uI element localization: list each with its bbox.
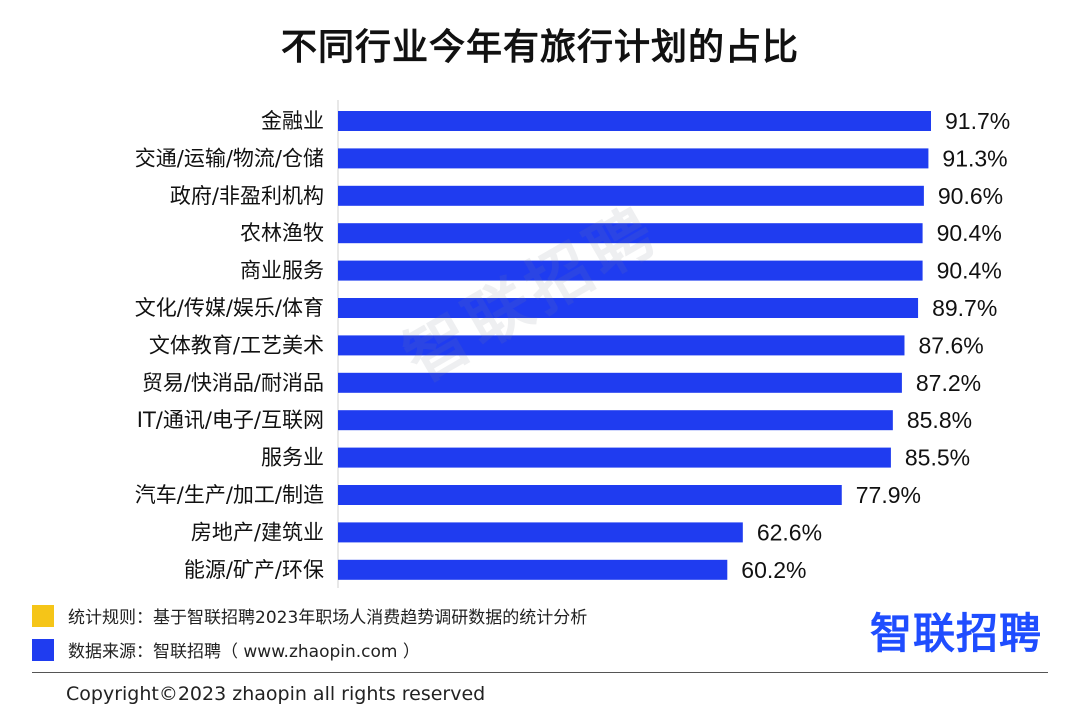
- category-label: 房地产/建筑业: [191, 520, 324, 544]
- category-label: 文化/传媒/娱乐/体育: [135, 296, 324, 320]
- bar: [338, 148, 929, 169]
- category-label: 农林渔牧: [240, 221, 324, 245]
- bar: [338, 335, 905, 356]
- bar: [338, 522, 743, 543]
- copyright-text: Copyright©2023 zhaopin all rights reserv…: [66, 683, 486, 705]
- bar: [338, 298, 919, 318]
- bar: [338, 372, 902, 393]
- value-label: 87.6%: [918, 332, 983, 358]
- category-label: 服务业: [261, 446, 324, 470]
- value-label: 91.7%: [945, 108, 1010, 134]
- bar-chart: 金融业 91.7% 交通/运输/物流/仓储 91.3% 政府/非盈利机构 90.6% 农林渔…: [135, 100, 1010, 588]
- bars-layer: 金融业 91.7% 交通/运输/物流/仓储 91.3% 政府/非盈利机构 90.6% 农林渔…: [135, 108, 1010, 583]
- bar: [338, 260, 923, 281]
- bar: [338, 111, 931, 131]
- category-label: 文体教育/工艺美术: [149, 333, 324, 357]
- bar: [338, 223, 923, 244]
- bar: [338, 410, 893, 431]
- category-label: 商业服务: [240, 259, 324, 283]
- note-rule-swatch: [32, 604, 54, 627]
- bar: [338, 559, 728, 580]
- bar: [338, 185, 924, 206]
- category-label: 交通/运输/物流/仓储: [135, 146, 324, 170]
- value-label: 90.4%: [937, 220, 1002, 246]
- category-label: 贸易/快消品/耐消品: [142, 371, 324, 395]
- brand-logo: 智联招聘: [869, 609, 1042, 658]
- value-label: 90.4%: [937, 258, 1002, 284]
- value-label: 91.3%: [942, 145, 1007, 171]
- note-source: 数据来源：智联招聘（ www.zhaopin.com ）: [32, 637, 420, 662]
- chart-title: 不同行业今年有旅行计划的占比: [280, 27, 799, 68]
- value-label: 85.5%: [905, 445, 970, 471]
- value-label: 77.9%: [856, 482, 921, 508]
- bar: [338, 485, 842, 505]
- note-source-text: 数据来源：智联招聘（ www.zhaopin.com ）: [68, 642, 420, 662]
- note-rule: 统计规则：基于智联招聘2023年职场人消费趋势调研数据的统计分析: [32, 603, 587, 628]
- category-label: 金融业: [261, 109, 324, 133]
- value-label: 90.6%: [938, 183, 1003, 209]
- footer-divider: [32, 672, 1048, 673]
- category-label: 能源/矿产/环保: [184, 558, 324, 582]
- value-label: 62.6%: [757, 519, 822, 545]
- value-label: 85.8%: [907, 407, 972, 433]
- value-label: 89.7%: [932, 295, 997, 321]
- category-label: 政府/非盈利机构: [170, 184, 324, 208]
- category-label: IT/通讯/电子/互联网: [137, 408, 324, 432]
- bar: [338, 447, 891, 468]
- value-label: 60.2%: [741, 557, 806, 583]
- note-source-swatch: [32, 638, 54, 661]
- category-label: 汽车/生产/加工/制造: [135, 483, 324, 507]
- value-label: 87.2%: [916, 370, 981, 396]
- note-rule-text: 统计规则：基于智联招聘2023年职场人消费趋势调研数据的统计分析: [68, 608, 588, 628]
